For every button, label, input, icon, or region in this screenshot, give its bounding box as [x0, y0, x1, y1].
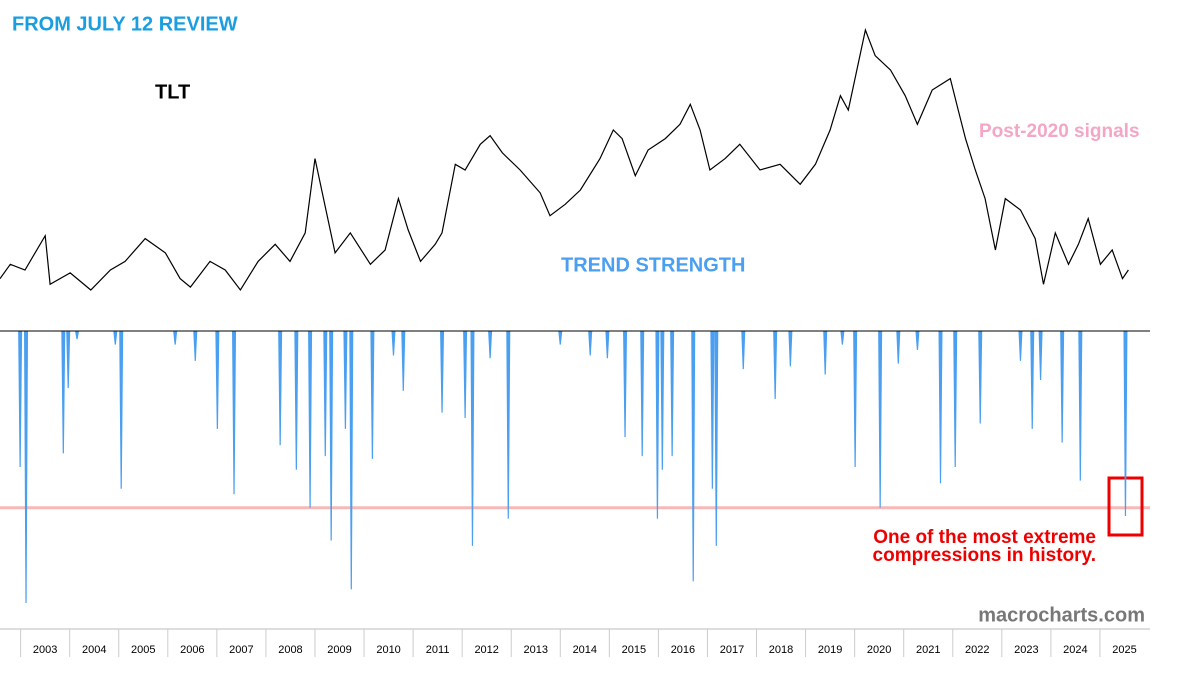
- bar: [470, 331, 475, 546]
- bar: [1018, 331, 1023, 361]
- bar: [605, 331, 610, 359]
- bar: [440, 331, 445, 413]
- bar: [24, 331, 29, 603]
- x-tick-label: 2019: [818, 644, 842, 656]
- x-tick-label: 2010: [376, 644, 400, 656]
- bar: [308, 331, 313, 508]
- bar: [691, 331, 696, 582]
- x-tick-label: 2004: [82, 644, 106, 656]
- price-line: [0, 27, 1129, 292]
- bar: [670, 331, 675, 457]
- x-tick-label: 2003: [33, 644, 57, 656]
- x-tick-label: 2025: [1112, 644, 1136, 656]
- bar: [1060, 331, 1065, 443]
- bar: [773, 331, 778, 399]
- bar: [788, 331, 793, 367]
- bar: [823, 331, 828, 375]
- x-tick-label: 2023: [1014, 644, 1038, 656]
- x-tick-label: 2024: [1063, 644, 1087, 656]
- bar: [401, 331, 406, 391]
- x-tick-label: 2005: [131, 644, 155, 656]
- bar: [710, 331, 715, 489]
- bar: [714, 331, 719, 546]
- bar: [1078, 331, 1083, 481]
- bar: [232, 331, 237, 495]
- bar: [349, 331, 354, 590]
- bar: [323, 331, 328, 457]
- bar: [488, 331, 493, 359]
- bar: [915, 331, 920, 351]
- bar: [391, 331, 396, 356]
- bar: [75, 331, 80, 340]
- bar: [215, 331, 220, 429]
- x-tick-label: 2015: [622, 644, 646, 656]
- x-tick-label: 2022: [965, 644, 989, 656]
- bar: [506, 331, 511, 519]
- x-tick-label: 2008: [278, 644, 302, 656]
- bar: [370, 331, 375, 459]
- header: FROM JULY 12 REVIEW: [12, 13, 238, 35]
- bar: [640, 331, 645, 457]
- bar: [278, 331, 283, 446]
- line-title: TLT: [155, 81, 190, 103]
- x-tick-label: 2012: [474, 644, 498, 656]
- bar: [655, 331, 660, 519]
- x-tick-label: 2017: [720, 644, 744, 656]
- x-tick-label: 2011: [426, 644, 450, 656]
- x-tick-label: 2016: [671, 644, 695, 656]
- bar: [119, 331, 124, 489]
- bar: [741, 331, 746, 370]
- bar: [329, 331, 334, 541]
- bar: [294, 331, 299, 470]
- x-tick-label: 2018: [769, 644, 793, 656]
- x-tick-label: 2021: [916, 644, 940, 656]
- annotation: compressions in history.: [873, 545, 1096, 566]
- bar: [193, 331, 198, 361]
- bar: [173, 331, 178, 345]
- bar: [660, 331, 665, 470]
- x-tick-label: 2007: [229, 644, 253, 656]
- bar: [588, 331, 593, 356]
- signals-note: Post-2020 signals: [979, 121, 1140, 142]
- bar: [896, 331, 901, 364]
- bar: [978, 331, 983, 424]
- bar: [1030, 331, 1035, 429]
- bar-title: TREND STRENGTH: [561, 254, 745, 276]
- bar: [463, 331, 468, 419]
- source: macrocharts.com: [978, 604, 1145, 626]
- bar: [938, 331, 943, 484]
- x-tick-label: 2020: [867, 644, 891, 656]
- bar: [61, 331, 66, 454]
- bar: [558, 331, 563, 345]
- x-tick-label: 2009: [327, 644, 351, 656]
- bar: [66, 331, 71, 389]
- bar: [343, 331, 348, 429]
- bar: [1038, 331, 1043, 380]
- bar: [840, 331, 845, 345]
- bar: [623, 331, 628, 438]
- bar: [113, 331, 118, 345]
- x-tick-label: 2014: [573, 644, 597, 656]
- x-tick-label: 2006: [180, 644, 204, 656]
- bar: [1123, 331, 1128, 516]
- bar: [878, 331, 883, 508]
- bar: [853, 331, 858, 467]
- x-tick-label: 2013: [524, 644, 548, 656]
- bar: [953, 331, 958, 467]
- bar: [18, 331, 23, 467]
- annotation: One of the most extreme: [873, 527, 1096, 548]
